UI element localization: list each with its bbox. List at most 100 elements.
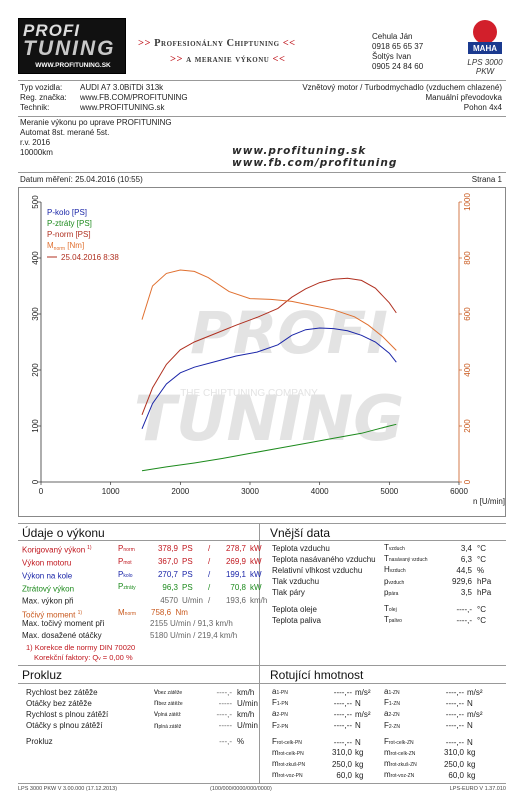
- prokluz-symbol-cell: nplná zátěž: [154, 721, 204, 732]
- rotacni-value-pn: ----,--: [333, 709, 352, 719]
- rotacni-sub-zn: 1-ZN: [388, 701, 401, 708]
- rotacni-unit-zn: kg: [467, 759, 476, 769]
- vykon-sym: P: [118, 582, 124, 592]
- vnejsi-symbol-cell: ppára: [384, 588, 442, 599]
- x-tick-label: 1000: [102, 487, 120, 496]
- prokluz-value: -----: [218, 721, 232, 731]
- prokluz-unit: U/min: [237, 721, 258, 731]
- rotacni-symbol-cell-zn: F2-ZN: [384, 721, 432, 732]
- vnejsi-value: ----,-: [456, 604, 472, 614]
- rotacni-value-zn: ----,--: [445, 721, 464, 731]
- vnejsi-row: Teplota paliva Tpalivo ----,- °C: [272, 615, 491, 626]
- contact-phone-1: 0918 65 65 37: [372, 42, 424, 51]
- vykon-slash: /: [208, 595, 211, 605]
- vnejsi-sym-sub: vzduch: [388, 546, 405, 552]
- rotacni-symbol-cell-pn: Frot-celk-PN: [272, 732, 320, 748]
- prokluz-symbol-cell: vplná zátěž: [154, 709, 204, 720]
- y-left-tick-label: 500: [31, 195, 40, 209]
- vnejsi-symbol-cell: Tpalivo: [384, 615, 442, 626]
- vnejsi-label: Tlak páry: [272, 588, 305, 598]
- rotacni-row: a1-PN ----,-- m/s² a1-ZN ----,-- m/s²: [272, 687, 483, 698]
- prokluz-row: Rychlost s plnou zátěží vplná zátěž ----,-…: [26, 709, 258, 720]
- vnejsi-unit: %: [477, 565, 485, 575]
- vnejsi-value: 6,3: [460, 554, 472, 564]
- rotacni-unit-pn: m/s²: [355, 709, 371, 719]
- rotacni-value-zn: 310,0: [443, 748, 464, 758]
- rotacni-symbol-cell-zn: F1-ZN: [384, 698, 432, 709]
- vykon-symbol-cell: [118, 594, 148, 607]
- prokluz-sym: n: [154, 720, 159, 730]
- note-4: 10000km: [20, 148, 53, 157]
- rotacni-symbol-cell-zn: a1-ZN: [384, 687, 432, 698]
- vnejsi-unit: °C: [477, 554, 486, 564]
- drive-type: Pohon 4x4: [463, 103, 502, 112]
- rotacni-row: mrot-zkuš-PN 250,0 kg mrot-zkuš-ZN 250,0 kg: [272, 759, 483, 770]
- note-3: r.v. 2016: [20, 138, 51, 147]
- vykon-slash: /: [208, 557, 211, 567]
- vykon-table: Korigovaný výkon 1) Pnorm 378,9 PS/278,7 kW Vý…: [22, 543, 272, 607]
- prokluz-label: Rychlost s plnou zátěží: [26, 709, 109, 719]
- vykon-label: Výkon motoru: [22, 558, 72, 568]
- torque-sym-sub: norm: [124, 611, 137, 617]
- vykon-sym: P: [118, 569, 124, 579]
- engine-type: Vznětový motor / Turbodmychadlo (vzduche…: [302, 83, 502, 92]
- x-tick-label: 0: [39, 487, 44, 496]
- vykon-sym: P: [118, 556, 124, 566]
- rotacni-symbol-cell-pn: mrot-zkuš-PN: [272, 759, 320, 770]
- x-tick-label: 4000: [311, 487, 329, 496]
- vykon-unit-1: PS: [182, 544, 193, 554]
- maha-caption: LPS 3000 PKW: [467, 58, 503, 76]
- rotacni-value-zn: ----,--: [445, 709, 464, 719]
- vykon-label-cell: Max. výkon při: [22, 594, 118, 607]
- rotacni-row: F2-PN ----,-- N F2-ZN ----,-- N: [272, 721, 483, 732]
- vykon-label-cell: Ztrátový výkon: [22, 582, 118, 595]
- rotacni-symbol-cell-pn: mrot-celk-PN: [272, 748, 320, 759]
- vnejsi-sym: T: [384, 554, 389, 564]
- faktor-value: = 0,00 %: [102, 653, 133, 662]
- watermark-url-2: www.fb.com/profituning: [232, 157, 398, 169]
- vykon-value-1: 378,9: [157, 544, 178, 554]
- x-tick-label: 3000: [241, 487, 259, 496]
- vnejsi-sym: p: [384, 587, 389, 597]
- prokluz-value: ---,-: [219, 736, 232, 746]
- rotacni-unit-pn: N: [355, 698, 361, 708]
- prokluz-label: Otáčky s plnou zátěží: [26, 721, 103, 731]
- rotacni-sub-zn: 2-ZN: [388, 712, 400, 719]
- vykon-sym-sub: mot: [123, 559, 132, 566]
- x-tick-label: 5000: [380, 487, 398, 496]
- torque-sym: M: [118, 608, 125, 617]
- rotacni-sym-pn: a: [272, 709, 277, 719]
- vykon-value-2: 70,8: [230, 582, 246, 592]
- vnejsi-unit: hPa: [477, 577, 492, 587]
- rotacni-sub-pn: 1-PN: [276, 690, 288, 696]
- prokluz-symbol-cell: vbez zátěže: [154, 687, 204, 698]
- max-rpm-values: 5180 U/min / 219,4 km/h: [150, 631, 238, 640]
- y-right-tick-label: 0: [463, 479, 472, 484]
- vykon-unit-1: PS: [182, 582, 193, 592]
- lower-divider-top: [18, 665, 506, 666]
- vnejsi-sym-sub: vzduch: [388, 579, 405, 586]
- vnejsi-unit: °C: [477, 543, 486, 553]
- torque-at-speed: 91,3: [197, 619, 214, 628]
- vnejsi-label: Teplota paliva: [272, 615, 321, 625]
- rotacni-symbol-cell-pn: a1-PN: [272, 687, 320, 698]
- rotacni-value-pn: ----,--: [333, 737, 352, 747]
- vykon-unit-2: kW: [250, 570, 262, 580]
- rotacni-sym-zn: F: [384, 736, 389, 746]
- prokluz-value: ----,-: [216, 687, 232, 697]
- prokluz-unit: %: [237, 736, 245, 746]
- vykon-value-1: 96,3: [162, 582, 178, 592]
- vnejsi-label: Teplota oleje: [272, 604, 317, 614]
- rotacni-symbol-cell-zn: a2-ZN: [384, 709, 432, 720]
- vnejsi-sym: T: [384, 603, 389, 613]
- prokluz-sym-sub: bez zátěže: [158, 690, 183, 696]
- max-rpm-unit: U/min: [170, 631, 191, 640]
- vnejsi-sym-sub: nasávaný vzduch: [388, 557, 428, 564]
- vykon-value-2: 199,1: [225, 570, 246, 580]
- vnejsi-sym-sub: pára: [388, 590, 399, 597]
- vnejsi-value: ----,-: [456, 615, 472, 625]
- rotacni-table: a1-PN ----,-- m/s² a1-ZN ----,-- m/s² F 1-PN ---…: [272, 687, 483, 781]
- torque-val: 758,6: [151, 608, 172, 617]
- prokluz-sym: v: [154, 709, 158, 719]
- prokluz-label: Prokluz: [26, 736, 53, 746]
